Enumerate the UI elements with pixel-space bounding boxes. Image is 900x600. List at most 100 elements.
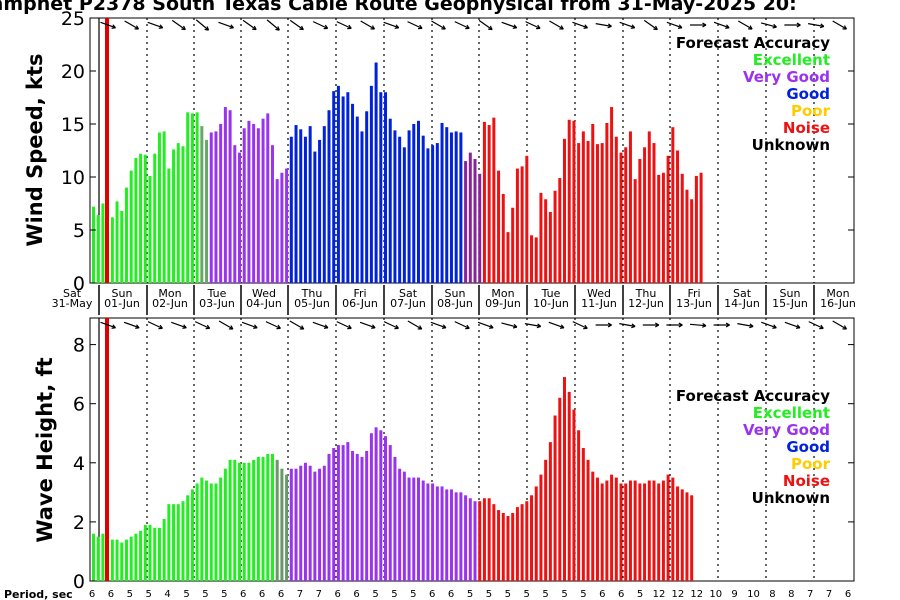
bar bbox=[181, 146, 185, 283]
bar bbox=[416, 477, 420, 581]
bar bbox=[303, 136, 307, 283]
direction-arrow-icon bbox=[454, 21, 470, 30]
day-label: Sat bbox=[63, 287, 82, 300]
direction-arrow-icon bbox=[784, 321, 801, 329]
direction-arrow-icon bbox=[525, 21, 541, 30]
period-value: 5 bbox=[372, 589, 378, 600]
bar bbox=[223, 107, 227, 283]
direction-arrow-icon bbox=[572, 21, 588, 29]
date-label: 15-Jun bbox=[772, 297, 808, 310]
bar bbox=[539, 192, 543, 283]
bar bbox=[190, 489, 194, 581]
bar bbox=[464, 161, 468, 283]
bar bbox=[520, 166, 524, 283]
bar bbox=[148, 175, 152, 283]
legend-entry: Good bbox=[786, 85, 830, 103]
y-tick-label: 6 bbox=[73, 394, 85, 416]
direction-arrow-icon bbox=[548, 321, 565, 329]
direction-arrow-icon bbox=[407, 320, 423, 330]
date-label: 09-Jun bbox=[485, 297, 521, 310]
bar bbox=[256, 128, 260, 283]
direction-arrow-icon bbox=[289, 19, 304, 31]
period-value: 6 bbox=[353, 589, 359, 600]
bar bbox=[506, 232, 510, 283]
bar bbox=[449, 132, 453, 283]
direction-arrow-icon bbox=[689, 322, 707, 328]
bar bbox=[440, 122, 444, 283]
bar bbox=[647, 480, 651, 581]
direction-arrow-icon bbox=[431, 20, 446, 30]
bar bbox=[388, 445, 392, 581]
bar bbox=[252, 459, 256, 581]
bar bbox=[172, 504, 176, 581]
day-label: Sun bbox=[445, 287, 466, 300]
period-value: 7 bbox=[826, 589, 832, 600]
direction-arrow-icon bbox=[100, 21, 116, 29]
y-tick-label: 8 bbox=[73, 335, 85, 357]
bar bbox=[129, 536, 133, 581]
bar bbox=[214, 483, 218, 581]
bar bbox=[525, 501, 529, 581]
bar bbox=[652, 480, 656, 581]
direction-arrow-icon bbox=[832, 320, 848, 330]
bar bbox=[285, 168, 289, 283]
date-label: 05-Jun bbox=[294, 297, 330, 310]
period-value: 5 bbox=[467, 589, 473, 600]
bar bbox=[515, 168, 519, 283]
date-label: 06-Jun bbox=[342, 297, 378, 310]
bar bbox=[638, 158, 642, 283]
bar bbox=[628, 131, 632, 283]
bar bbox=[558, 397, 562, 581]
bar bbox=[619, 152, 623, 283]
bar bbox=[676, 150, 680, 283]
direction-arrow-icon bbox=[147, 21, 164, 29]
bar bbox=[534, 237, 538, 283]
bar bbox=[501, 513, 505, 581]
bar bbox=[459, 492, 463, 581]
legend-entry: Poor bbox=[791, 455, 831, 473]
bar bbox=[577, 143, 581, 283]
bar bbox=[435, 143, 439, 283]
bar bbox=[228, 459, 232, 581]
bar bbox=[553, 415, 557, 581]
bar bbox=[680, 489, 684, 581]
wave-y-axis: 0 2 4 6 8 bbox=[73, 335, 854, 593]
bar bbox=[643, 147, 647, 283]
bar bbox=[671, 127, 675, 284]
period-value: 8 bbox=[788, 589, 794, 600]
legend-entry: Very Good bbox=[743, 421, 830, 439]
bar bbox=[341, 96, 345, 283]
bar bbox=[661, 480, 665, 581]
bar bbox=[379, 92, 383, 283]
day-label: Tue bbox=[207, 287, 227, 300]
bar bbox=[120, 210, 124, 283]
direction-arrow-icon bbox=[336, 21, 352, 30]
bar bbox=[445, 489, 449, 581]
bar bbox=[303, 462, 307, 581]
bar bbox=[506, 515, 510, 581]
period-value: 6 bbox=[89, 589, 95, 600]
bar bbox=[92, 533, 95, 581]
bar bbox=[421, 135, 425, 283]
direction-arrow-icon bbox=[359, 321, 376, 329]
date-axis: Sat31-MaySun01-JunMon02-JunTue03-JunWed0… bbox=[52, 285, 856, 315]
bar bbox=[431, 145, 435, 283]
direction-arrow-icon bbox=[572, 321, 588, 330]
day-label: Sun bbox=[780, 287, 801, 300]
bar bbox=[402, 471, 406, 581]
bar bbox=[294, 125, 298, 283]
bar bbox=[520, 504, 524, 581]
period-value: 9 bbox=[731, 589, 737, 600]
period-value: 5 bbox=[524, 589, 530, 600]
period-value: 6 bbox=[429, 589, 435, 600]
bar bbox=[153, 527, 157, 581]
direction-arrow-icon bbox=[832, 20, 848, 30]
date-label: 08-Jun bbox=[437, 297, 473, 310]
y-tick-label: 2 bbox=[73, 512, 85, 534]
bar bbox=[360, 456, 364, 581]
bar bbox=[595, 144, 599, 283]
legend-entry: Unknown bbox=[752, 489, 830, 507]
bar bbox=[153, 153, 157, 283]
bar bbox=[266, 453, 270, 581]
